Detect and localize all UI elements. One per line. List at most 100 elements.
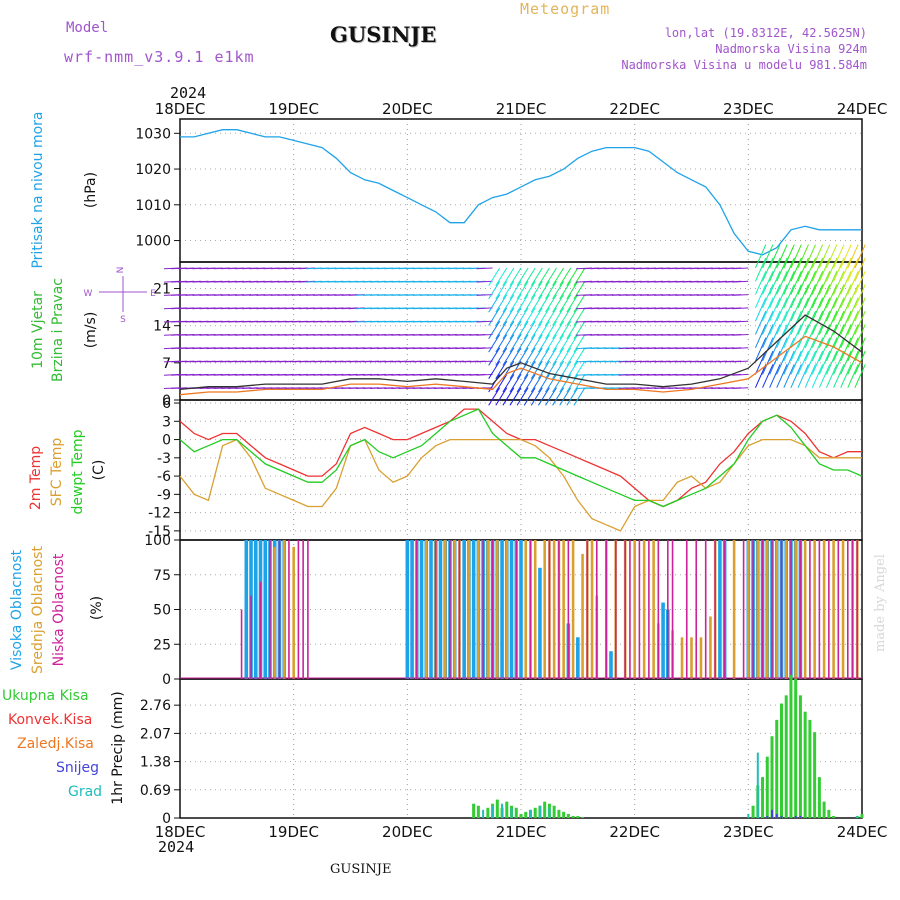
wind-arrow [516,307,529,326]
y-tick-label: 25 [153,637,171,653]
low_cloud-bar [605,540,608,679]
wind-arrow [797,297,809,322]
mid_cloud-bar [652,540,655,679]
total_precip-bar [571,815,575,818]
low_cloud-bar [482,540,484,679]
low_cloud-bar [790,540,792,679]
wind-arrow [762,244,774,269]
wind-arrow [545,320,557,340]
wind-arrow [523,267,536,286]
mid_cloud-bar [841,540,845,679]
sfc-axis-title: SFC Temp [49,438,65,507]
low_cloud-bar [250,595,252,679]
wind-arrow [847,284,859,309]
wind-arrow [523,294,536,313]
wind-arrow [559,387,572,406]
high_cloud-bar [519,540,523,679]
snow-bar [775,813,778,818]
y-tick-label: 1010 [135,198,171,214]
wind-arrow [818,244,831,269]
wind-arrow [854,257,866,282]
wind-arrow [797,337,809,362]
wind-arrow [516,281,529,300]
mid_cloud-bar [552,540,556,679]
station-title: GUSINJE [330,22,437,47]
x-tick-label-bottom: 24DEC [837,823,888,841]
wind-arrow [566,307,579,326]
wind-arrow [847,297,859,322]
wind-arrow [840,310,852,335]
wind-arrow [545,387,557,406]
wind-arrow [523,360,536,379]
wind-arrow [754,324,767,349]
y-tick-label: -15 [148,524,171,540]
wind-arrow [573,387,586,406]
wind-arrow [732,267,749,270]
wind-arrow [811,350,824,375]
y-tick-label: 1020 [135,162,171,178]
x-tick-label-top: 21DEC [496,100,547,118]
mid_cloud-bar [832,540,835,679]
low_cloud-bar [837,540,840,679]
wind-arrow [769,244,781,269]
wind-arrow [523,387,536,406]
graupel-bar [482,809,485,818]
x-tick-label-bottom: 21DEC [496,823,547,841]
wind-arrow [804,310,817,335]
wind-arrow [833,310,845,335]
high_cloud-bar [661,602,665,679]
wind-arrow [804,270,817,295]
wind-arrow [495,320,508,340]
wind-arrow [854,310,866,335]
wind-arrow [509,334,522,353]
mid_cloud-bar [775,540,779,679]
wind-arrow [754,297,767,322]
wind-arrow [488,320,501,340]
wind-arrow [476,307,493,310]
wind-arrow [754,350,767,375]
wind-arrow [783,270,795,295]
low_cloud-bar [288,540,290,679]
y-tick-label: 0 [162,433,171,449]
wind-arrow [847,364,859,388]
high_cloud-bar [609,651,613,679]
total_precip-bar [524,811,528,818]
dewpt-line [179,408,863,508]
total_precip-bar [576,815,580,818]
x-tick-label-bottom: 23DEC [723,823,774,841]
total_precip-bar [827,809,831,818]
wind-arrow [476,267,493,270]
wind-arrow [502,307,515,326]
low_cloud-bar [458,540,461,679]
mid_cloud-bar [709,616,712,679]
x-tick-label-bottom: 19DEC [268,823,319,841]
low_cloud-bar [742,540,745,679]
wind-arrow [818,257,831,282]
low_cloud-bar [780,540,783,679]
wind-arrow [769,310,781,335]
wind-arrow [495,374,508,393]
dewpt-axis-title: dewpt Temp [70,429,86,514]
y-tick-label: -3 [157,451,171,467]
wind-arrow [516,320,529,340]
low_cloud-bar [491,540,494,679]
high_cloud-bar [462,540,466,679]
high_cloud-bar [253,540,258,679]
low_cloud-bar [818,540,821,679]
low_cloud-bar [846,540,849,679]
wind-arrow [509,294,522,313]
wind-arrow [840,364,852,388]
wind-arrow [502,334,515,353]
wind-arrow [847,337,859,362]
wind-arrow [545,281,557,300]
wind-arrow [804,257,817,282]
wind-arrow [732,334,749,336]
wind-arrow [559,281,572,300]
wind-arrow [495,334,508,353]
high_cloud-bar [429,540,433,679]
low_cloud-bar [648,540,650,679]
low_cloud-bar [752,540,754,679]
mid_cloud-bar [292,546,295,679]
pressure-axis-title: Pritisak na nivou mora [30,111,46,268]
